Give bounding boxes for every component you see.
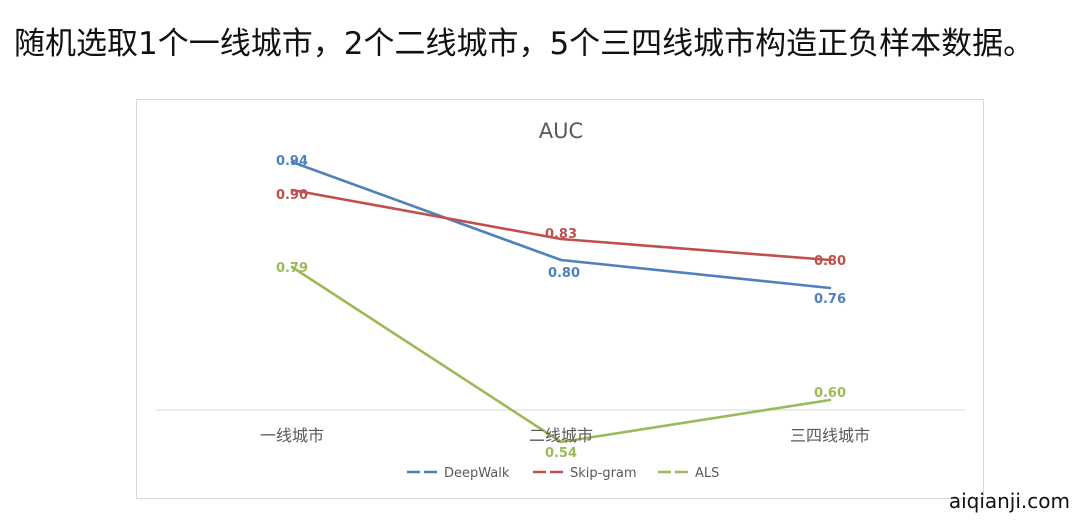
chart-title: AUC [539,119,583,143]
data-label-deepwalk-1: 0.80 [548,266,580,281]
legend-item-als: ALS [658,466,719,481]
page-heading: 随机选取1个一线城市，2个二线城市，5个三四线城市构造正负样本数据。 [14,26,1035,62]
x-tick-label-0: 一线城市 [260,426,324,445]
data-label-als-0: 0.79 [276,261,308,276]
legend-label: DeepWalk [444,466,510,481]
data-label-als-1: 0.54 [545,446,577,461]
x-tick-layer: 一线城市 二线城市 三四线城市 [260,426,870,445]
x-tick-label-1: 二线城市 [529,426,593,445]
series-line-als [290,265,832,444]
legend: DeepWalk Skip-gram ALS [407,466,719,481]
data-label-skip-gram-0: 0.90 [276,188,308,203]
series-line-skip-gram [290,188,832,262]
data-label-deepwalk-2: 0.76 [814,292,846,307]
data-label-als-2: 0.60 [814,386,846,401]
watermark-text: aiqianji.com [948,489,1070,513]
data-label-layer: 0.94 0.80 0.76 0.90 0.83 0.80 0.79 0.54 0.60 [276,154,846,461]
series-layer [290,160,832,444]
x-tick-label-2: 三四线城市 [790,426,870,445]
data-label-skip-gram-1: 0.83 [545,227,577,242]
series-line-deepwalk [290,160,832,290]
data-label-deepwalk-0: 0.94 [276,154,308,169]
legend-item-skip-gram: Skip-gram [533,466,637,481]
legend-label: ALS [695,466,719,481]
legend-item-deepwalk: DeepWalk [407,466,510,481]
chart-frame [136,99,984,499]
data-label-skip-gram-2: 0.80 [814,254,846,269]
legend-label: Skip-gram [570,466,637,481]
